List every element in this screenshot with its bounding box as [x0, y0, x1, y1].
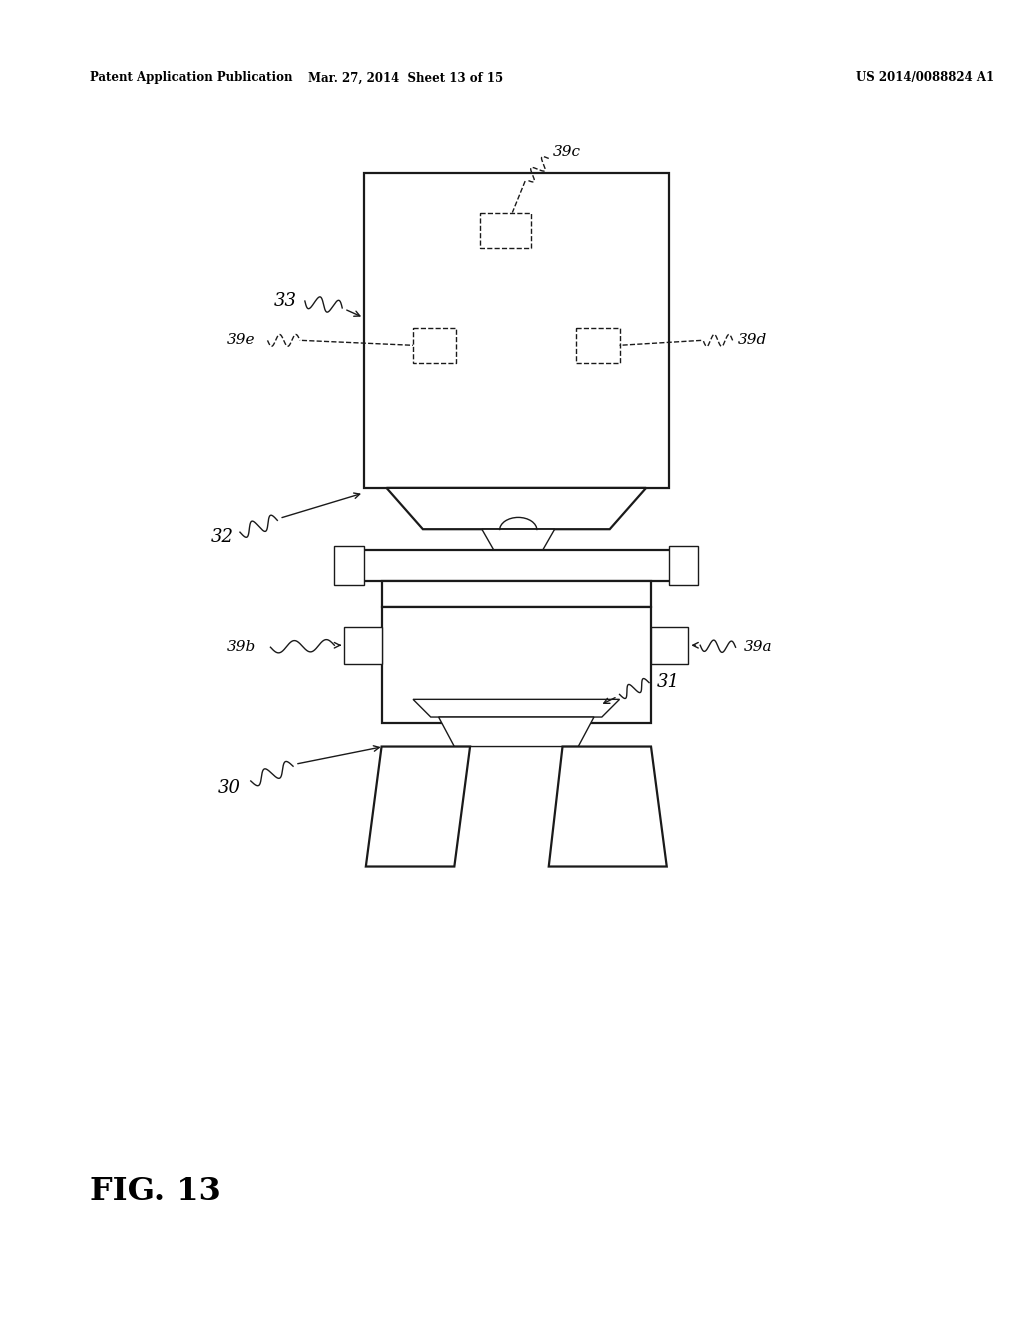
Bar — [354, 550, 679, 581]
Text: 39a: 39a — [743, 640, 772, 655]
Text: 31: 31 — [657, 673, 680, 690]
Text: 39e: 39e — [227, 334, 256, 347]
Polygon shape — [386, 488, 646, 529]
Text: 39b: 39b — [226, 640, 256, 655]
Bar — [669, 546, 698, 585]
Text: 33: 33 — [274, 292, 297, 310]
Text: 32: 32 — [211, 528, 234, 546]
Polygon shape — [482, 529, 555, 550]
Polygon shape — [413, 700, 620, 717]
Bar — [480, 213, 531, 248]
Polygon shape — [438, 717, 594, 747]
Bar — [344, 627, 382, 664]
Bar — [577, 327, 620, 363]
Text: 39c: 39c — [553, 145, 581, 158]
Text: Mar. 27, 2014  Sheet 13 of 15: Mar. 27, 2014 Sheet 13 of 15 — [307, 71, 503, 84]
Bar — [364, 173, 669, 488]
Text: 39d: 39d — [737, 334, 767, 347]
Polygon shape — [549, 747, 667, 866]
Bar — [382, 581, 651, 607]
Polygon shape — [366, 747, 470, 866]
Bar — [413, 327, 457, 363]
Text: US 2014/0088824 A1: US 2014/0088824 A1 — [856, 71, 993, 84]
Bar — [651, 627, 688, 664]
Bar — [382, 607, 651, 723]
Bar — [335, 546, 364, 585]
Text: Patent Application Publication: Patent Application Publication — [90, 71, 293, 84]
Text: FIG. 13: FIG. 13 — [90, 1176, 221, 1208]
Text: 30: 30 — [218, 779, 241, 797]
